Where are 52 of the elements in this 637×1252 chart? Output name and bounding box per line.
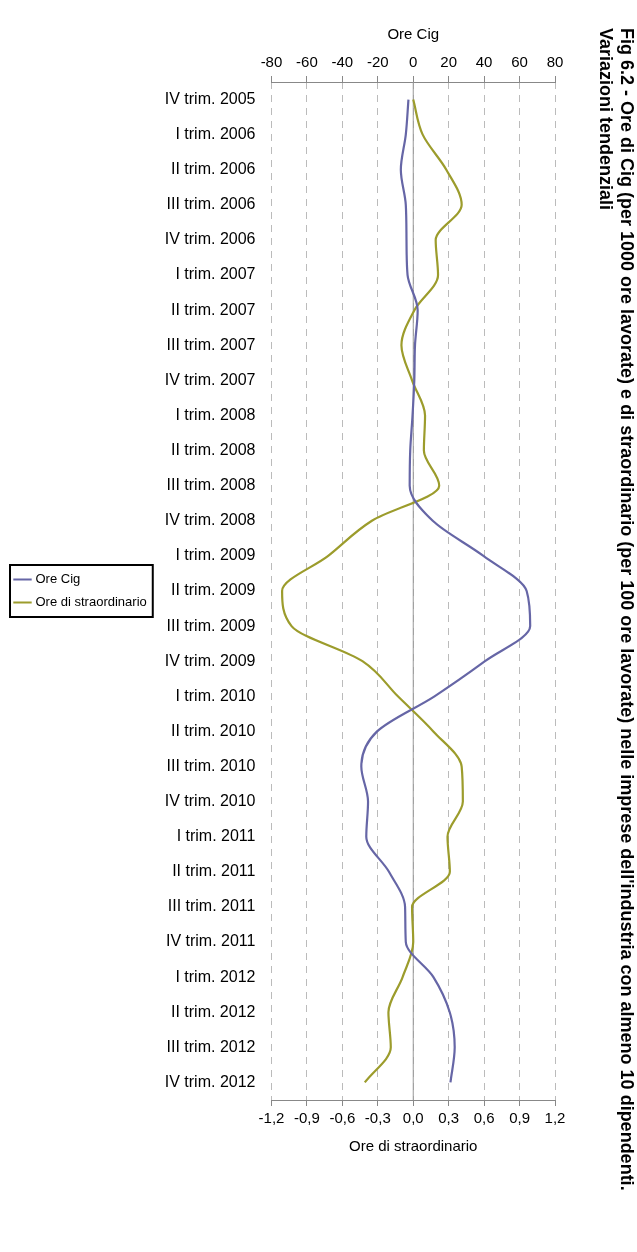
x-tick-label: -0,3	[364, 1109, 391, 1127]
y-tick-label: IV trim. 2011	[165, 932, 256, 950]
y-tick-label: I trim. 2012	[175, 967, 256, 985]
y-tick-label: III trim. 2007	[166, 335, 256, 353]
x2-tick-label: 40	[475, 53, 493, 71]
y-tick-label: II trim. 2007	[170, 300, 256, 318]
x-tick-label: 0,9	[509, 1109, 530, 1127]
x2-tick-label: -20	[366, 53, 389, 71]
y-tick-label: IV trim. 2006	[164, 230, 256, 248]
x2-tick-label: 20	[440, 53, 458, 71]
x2-tick-label: 80	[546, 53, 564, 71]
x-tick-label: 0,3	[438, 1109, 460, 1127]
y-tick-label: IV trim. 2012	[164, 1072, 256, 1090]
y-tick-label: III trim. 2009	[166, 616, 256, 634]
y-tick-label: II trim. 2012	[170, 1002, 256, 1020]
x-axis-title: Ore di straordinario	[349, 1137, 478, 1155]
y-tick-label: IV trim. 2008	[164, 511, 256, 529]
y-tick-label: III trim. 2011	[167, 897, 256, 915]
x-tick-label: 0,6	[473, 1109, 495, 1127]
y-tick-label: III trim. 2008	[166, 476, 256, 494]
legend-label: Ore Cig	[35, 571, 81, 587]
x2-tick-label: 60	[511, 53, 528, 71]
text: Fig 6.2 - Ore di Cig (per 1000 ore lavorate) e di straordinario (per 100 ore lavorate) nelle imprese dell'industria con almeno 10 dipendenti. Variazioni tendenziali	[595, 28, 637, 1193]
y-tick-label: IV trim. 2009	[164, 651, 256, 669]
y-tick-label: I trim. 2010	[175, 686, 256, 704]
x-tick-label: -0,6	[329, 1109, 356, 1127]
x2-axis-title: Ore Cig	[387, 25, 440, 43]
y-tick-label: IV trim. 2005	[164, 89, 256, 107]
y-tick-label: I trim. 2011	[176, 827, 256, 845]
x-tick-label: 1,2	[544, 1109, 566, 1127]
x2-tick-label: 0	[409, 53, 418, 71]
x-tick-label: 0,0	[402, 1109, 424, 1127]
y-tick-label: III trim. 2010	[166, 756, 256, 774]
y-tick-label: II trim. 2006	[170, 160, 256, 178]
x2-tick-label: -80	[260, 53, 283, 71]
y-tick-label: II trim. 2008	[170, 440, 256, 458]
x-tick-label: -1,2	[258, 1109, 285, 1127]
y-tick-label: II trim. 2011	[172, 862, 256, 880]
y-tick-label: IV trim. 2007	[164, 370, 256, 388]
y-tick-label: II trim. 2009	[170, 581, 256, 599]
y-tick-label: IV trim. 2010	[164, 792, 256, 810]
y-tick-label: III trim. 2006	[166, 195, 256, 213]
y-tick-label: I trim. 2009	[175, 546, 256, 564]
x2-tick-label: -60	[296, 53, 318, 71]
x2-tick-label: -40	[331, 53, 354, 71]
x-tick-label: -0,9	[293, 1109, 320, 1127]
y-tick-label: I trim. 2008	[175, 405, 256, 423]
y-tick-label: I trim. 2006	[175, 125, 256, 143]
legend-label: Ore di straordinario	[35, 594, 147, 610]
y-tick-label: I trim. 2007	[175, 265, 256, 283]
y-tick-label: III trim. 2012	[166, 1037, 256, 1055]
y-tick-label: II trim. 2010	[170, 721, 256, 739]
